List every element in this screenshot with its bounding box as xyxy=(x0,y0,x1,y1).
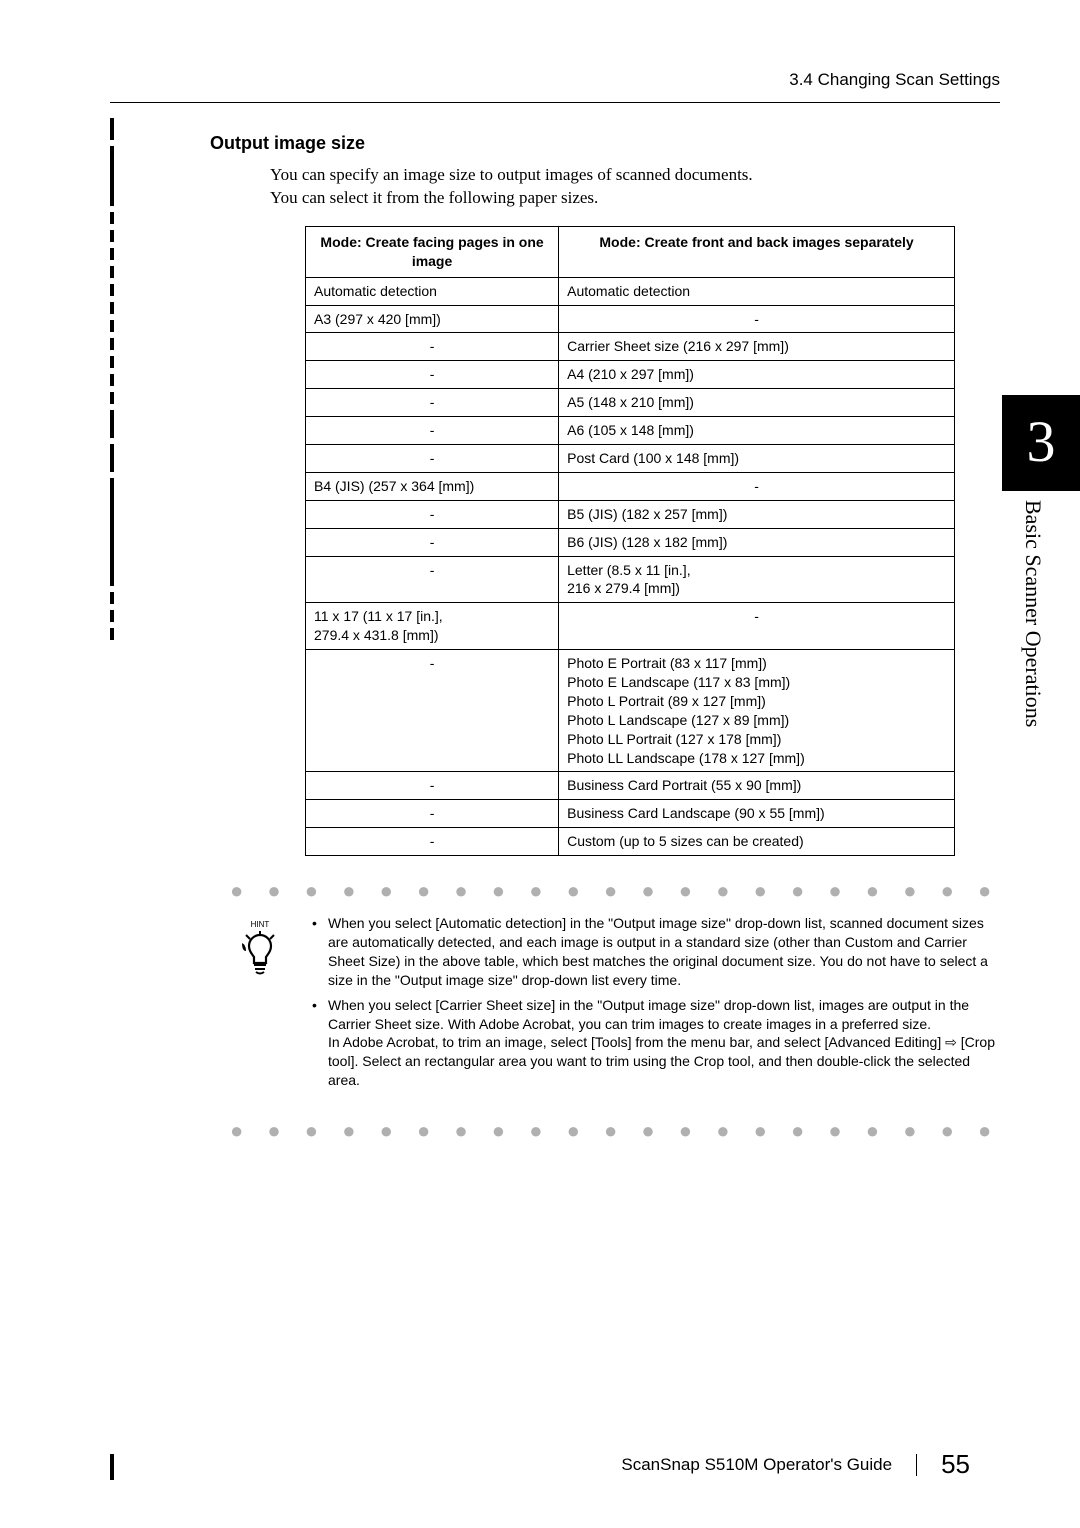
document-page: 3.4 Changing Scan Settings Output image … xyxy=(0,0,1080,1528)
hint-list: When you select [Automatic detection] in… xyxy=(310,914,1000,1096)
table-cell: - xyxy=(306,828,559,856)
table-cell: - xyxy=(306,556,559,603)
breadcrumb: 3.4 Changing Scan Settings xyxy=(789,70,1000,89)
table-cell: - xyxy=(306,800,559,828)
table-row: -A6 (105 x 148 [mm]) xyxy=(306,417,955,445)
table-cell: - xyxy=(306,772,559,800)
dots-divider-top: ● ● ● ● ● ● ● ● ● ● ● ● ● ● ● ● ● ● ● ● … xyxy=(230,878,1000,904)
table-cell: Post Card (100 x 148 [mm]) xyxy=(559,445,955,473)
table-cell: Automatic detection xyxy=(559,277,955,305)
section-title: Output image size xyxy=(210,133,1000,154)
paper-size-table: Mode: Create facing pages in one image M… xyxy=(305,226,955,856)
dots-divider-bottom: ● ● ● ● ● ● ● ● ● ● ● ● ● ● ● ● ● ● ● ● … xyxy=(230,1118,1000,1144)
table-cell: Photo E Portrait (83 x 117 [mm])Photo E … xyxy=(559,650,955,772)
chapter-number: 3 xyxy=(1002,413,1080,471)
table-row: Automatic detectionAutomatic detection xyxy=(306,277,955,305)
table-cell: - xyxy=(559,603,955,650)
table-cell: A6 (105 x 148 [mm]) xyxy=(559,417,955,445)
table-cell: B6 (JIS) (128 x 182 [mm]) xyxy=(559,528,955,556)
table-row: -Carrier Sheet size (216 x 297 [mm]) xyxy=(306,333,955,361)
page-number: 55 xyxy=(941,1449,970,1480)
table-cell: - xyxy=(306,361,559,389)
table-cell: - xyxy=(306,389,559,417)
intro-line-2: You can select it from the following pap… xyxy=(270,187,1000,210)
table-cell: Carrier Sheet size (216 x 297 [mm]) xyxy=(559,333,955,361)
table-row: -A5 (148 x 210 [mm]) xyxy=(306,389,955,417)
hint-item-2a: When you select [Carrier Sheet size] in … xyxy=(328,997,969,1032)
table-header-row: Mode: Create facing pages in one image M… xyxy=(306,226,955,277)
table-cell: A3 (297 x 420 [mm]) xyxy=(306,305,559,333)
table-cell: - xyxy=(306,650,559,772)
table-cell: A4 (210 x 297 [mm]) xyxy=(559,361,955,389)
table-cell: - xyxy=(306,417,559,445)
paper-size-table-wrap: Mode: Create facing pages in one image M… xyxy=(305,226,955,856)
table-cell: - xyxy=(306,445,559,473)
table-row: -Post Card (100 x 148 [mm]) xyxy=(306,445,955,473)
table-row: -B5 (JIS) (182 x 257 [mm]) xyxy=(306,500,955,528)
table-row: -Photo E Portrait (83 x 117 [mm])Photo E… xyxy=(306,650,955,772)
table-cell: 11 x 17 (11 x 17 [in.],279.4 x 431.8 [mm… xyxy=(306,603,559,650)
footer-guide-name: ScanSnap S510M Operator's Guide xyxy=(621,1455,892,1475)
page-header: 3.4 Changing Scan Settings xyxy=(110,70,1000,103)
hint-block: HINT When you select [Automatic detectio… xyxy=(230,914,1000,1096)
table-row: -Custom (up to 5 sizes can be created) xyxy=(306,828,955,856)
table-cell: B4 (JIS) (257 x 364 [mm]) xyxy=(306,472,559,500)
table-row: -Letter (8.5 x 11 [in.],216 x 279.4 [mm]… xyxy=(306,556,955,603)
table-cell: - xyxy=(559,305,955,333)
table-cell: B5 (JIS) (182 x 257 [mm]) xyxy=(559,500,955,528)
lightbulb-icon xyxy=(240,931,280,975)
table-cell: Custom (up to 5 sizes can be created) xyxy=(559,828,955,856)
table-row: 11 x 17 (11 x 17 [in.],279.4 x 431.8 [mm… xyxy=(306,603,955,650)
table-cell: - xyxy=(306,333,559,361)
table-cell: - xyxy=(306,528,559,556)
table-cell: - xyxy=(559,472,955,500)
table-row: A3 (297 x 420 [mm])- xyxy=(306,305,955,333)
table-cell: Automatic detection xyxy=(306,277,559,305)
hint-item-1: When you select [Automatic detection] in… xyxy=(328,914,1000,990)
section-intro: You can specify an image size to output … xyxy=(270,164,1000,210)
footer-divider xyxy=(916,1454,917,1476)
chapter-title-vertical: Basic Scanner Operations xyxy=(1020,500,1046,727)
hint-item-2: When you select [Carrier Sheet size] in … xyxy=(328,996,1000,1090)
change-bars xyxy=(110,118,114,646)
table-cell: Business Card Landscape (90 x 55 [mm]) xyxy=(559,800,955,828)
table-cell: Business Card Portrait (55 x 90 [mm]) xyxy=(559,772,955,800)
chapter-tab: 3 xyxy=(1002,395,1080,491)
intro-line-1: You can specify an image size to output … xyxy=(270,164,1000,187)
table-cell: A5 (148 x 210 [mm]) xyxy=(559,389,955,417)
table-row: -B6 (JIS) (128 x 182 [mm]) xyxy=(306,528,955,556)
table-row: -Business Card Landscape (90 x 55 [mm]) xyxy=(306,800,955,828)
hint-label: HINT xyxy=(251,920,270,929)
page-footer: ScanSnap S510M Operator's Guide 55 xyxy=(621,1449,970,1480)
table-cell: Letter (8.5 x 11 [in.],216 x 279.4 [mm]) xyxy=(559,556,955,603)
table-col1-header: Mode: Create facing pages in one image xyxy=(306,226,559,277)
hint-item-2b: In Adobe Acrobat, to trim an image, sele… xyxy=(328,1034,995,1088)
footer-change-bar xyxy=(110,1454,114,1480)
table-cell: - xyxy=(306,500,559,528)
table-row: B4 (JIS) (257 x 364 [mm])- xyxy=(306,472,955,500)
table-body: Automatic detectionAutomatic detectionA3… xyxy=(306,277,955,855)
table-row: -Business Card Portrait (55 x 90 [mm]) xyxy=(306,772,955,800)
hint-icon: HINT xyxy=(230,914,290,1096)
table-row: -A4 (210 x 297 [mm]) xyxy=(306,361,955,389)
table-col2-header: Mode: Create front and back images separ… xyxy=(559,226,955,277)
